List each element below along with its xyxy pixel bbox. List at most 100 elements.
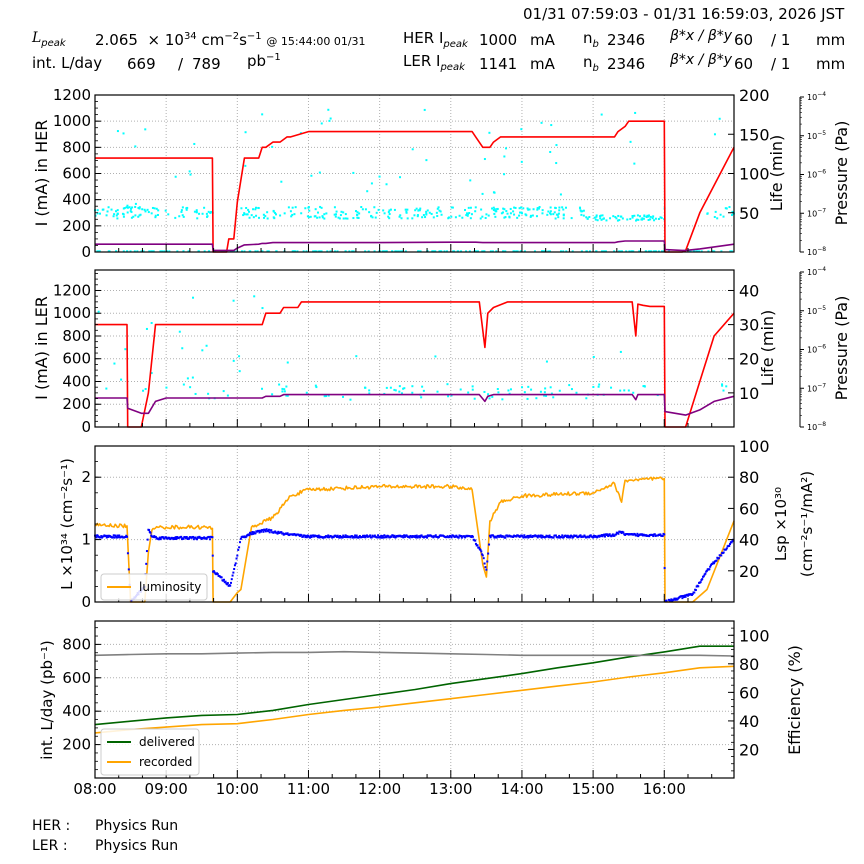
her-peak-current: 1000 xyxy=(479,31,518,49)
y-tick-label: 400 xyxy=(62,372,91,390)
legend-label: luminosity xyxy=(139,580,201,594)
x-tick-label: 15:00 xyxy=(571,780,614,798)
x-tick-label: 09:00 xyxy=(145,780,188,798)
y-tick-label: 400 xyxy=(62,191,91,209)
y-right-tick-label: 60 xyxy=(739,683,759,702)
pressure-her-scatter xyxy=(94,108,735,252)
integrated-luminosity-label: int. L/day xyxy=(32,54,103,72)
her-current-axis-label: I (mA) in HER xyxy=(32,120,51,227)
pressure-tick-label: 10−8 xyxy=(807,246,826,257)
y-tick-label: 600 xyxy=(62,669,91,687)
x-tick-label: 16:00 xyxy=(643,780,686,798)
ler-beta-y: / 1 xyxy=(771,55,791,73)
y-tick-label: 2 xyxy=(81,468,91,486)
ler-peak-label: LER Ipeak xyxy=(403,52,465,73)
integrated-luminosity-legend xyxy=(100,728,200,776)
her-nb: 2346 xyxy=(607,31,646,49)
delivered-line xyxy=(94,645,734,726)
y-tick-label: 1000 xyxy=(53,112,91,130)
efficiency-axis-label: Efficiency (%) xyxy=(785,645,804,755)
pressure-tick-label: 10−4 xyxy=(807,266,826,277)
y-right-tick-label: 100 xyxy=(739,165,770,184)
y-tick-label: 200 xyxy=(62,395,91,413)
integrated-luminosity-axis-label: int. L/day (pb⁻¹) xyxy=(38,640,56,760)
x-tick-label: 12:00 xyxy=(358,780,401,798)
integrated-luminosity-sep: / xyxy=(178,55,184,73)
x-tick-label: 11:00 xyxy=(287,780,330,798)
y-right-tick-label: 80 xyxy=(739,655,759,674)
y-tick-label: 800 xyxy=(62,327,91,345)
ler-life-axis-label: Life (min) xyxy=(758,310,777,387)
chart-panel-4 xyxy=(94,620,735,779)
y-tick-label: 600 xyxy=(62,165,91,183)
legend-label: delivered xyxy=(139,735,195,749)
y-right-tick-label: 200 xyxy=(739,86,770,105)
y-tick-label: 0 xyxy=(81,243,91,261)
y-right-tick-label: 20 xyxy=(739,350,759,369)
integrated-luminosity-delivered: 789 xyxy=(192,55,221,73)
y-tick-label: 400 xyxy=(62,702,91,720)
y-right-tick-label: 150 xyxy=(739,125,770,144)
y-right-tick-label: 30 xyxy=(739,316,759,335)
chart-panel-1 xyxy=(94,94,804,253)
y-tick-label: 1 xyxy=(81,531,91,549)
y-tick-label: 1200 xyxy=(53,86,91,104)
y-tick-label: 0 xyxy=(81,418,91,436)
efficiency-line xyxy=(94,650,735,657)
y-right-tick-label: 20 xyxy=(739,740,759,759)
y-tick-label: 800 xyxy=(62,138,91,156)
chart-panel-2 xyxy=(94,269,804,428)
peak-luminosity-value: 2.065 × 1034 cm−2s−1 @ 15:44:00 01/31 xyxy=(95,31,366,49)
luminosity-line xyxy=(94,476,735,603)
y-tick-label: 0 xyxy=(81,593,91,611)
her-life-axis-label: Life (min) xyxy=(767,135,786,212)
her-beta-y: / 1 xyxy=(771,31,791,49)
her-beta-label: β*x / β*y xyxy=(670,28,733,44)
ler-beta-label: β*x / β*y xyxy=(670,52,733,68)
x-tick-label: 10:00 xyxy=(216,780,259,798)
y-right-tick-label: 20 xyxy=(739,562,759,581)
y-tick-label: 1200 xyxy=(53,281,91,299)
life-ler-line xyxy=(95,393,735,416)
x-tick-label: 13:00 xyxy=(429,780,472,798)
y-right-tick-label: 80 xyxy=(739,468,759,487)
chart-panel-3 xyxy=(94,445,735,603)
pressure-tick-label: 10−8 xyxy=(807,421,826,432)
plot-frame xyxy=(94,269,735,428)
ler-nb: 2346 xyxy=(607,55,646,73)
ler-current-axis-label: I (mA) in LER xyxy=(32,296,51,400)
her-peak-label: HER Ipeak xyxy=(403,29,468,50)
pressure-tick-label: 10−4 xyxy=(807,91,826,102)
y-right-tick-label: 10 xyxy=(739,384,759,403)
her-nb-label: nb xyxy=(583,29,599,50)
legend-label: recorded xyxy=(139,755,192,769)
specific-luminosity-unit-label: (cm⁻²s⁻¹/mA²) xyxy=(798,471,816,577)
luminosity-legend xyxy=(100,573,208,601)
ler-nb-label: nb xyxy=(583,53,599,74)
ler-peak-unit: mA xyxy=(530,55,555,73)
pressure-tick-label: 10−6 xyxy=(807,344,826,355)
her-peak-unit: mA xyxy=(530,31,555,49)
her-beta-unit: mm xyxy=(816,31,846,49)
pressure-tick-label: 10−7 xyxy=(807,382,826,393)
y-tick-label: 800 xyxy=(62,635,91,653)
y-right-tick-label: 40 xyxy=(739,712,759,731)
pressure-tick-label: 10−5 xyxy=(807,305,826,316)
ler-beta-unit: mm xyxy=(816,55,846,73)
her-pressure-axis-label: Pressure (Pa) xyxy=(832,121,851,226)
x-tick-label: 08:00 xyxy=(73,780,116,798)
y-right-tick-label: 100 xyxy=(739,626,770,645)
pressure-ler-scatter xyxy=(97,295,728,401)
pressure-tick-label: 10−7 xyxy=(807,207,826,218)
y-right-tick-label: 60 xyxy=(739,499,759,518)
life-her-line xyxy=(95,240,735,252)
y-right-tick-label: 50 xyxy=(739,204,759,223)
integrated-luminosity-unit: pb−1 xyxy=(247,52,281,70)
specific-luminosity-axis-label: Lsp ×10³⁰ xyxy=(772,487,790,561)
ler-beta-x: 60 xyxy=(734,55,754,73)
y-tick-label: 200 xyxy=(62,217,91,235)
pressure-tick-label: 10−6 xyxy=(807,169,826,180)
y-tick-label: 600 xyxy=(62,350,91,368)
y-right-tick-label: 40 xyxy=(739,531,759,550)
